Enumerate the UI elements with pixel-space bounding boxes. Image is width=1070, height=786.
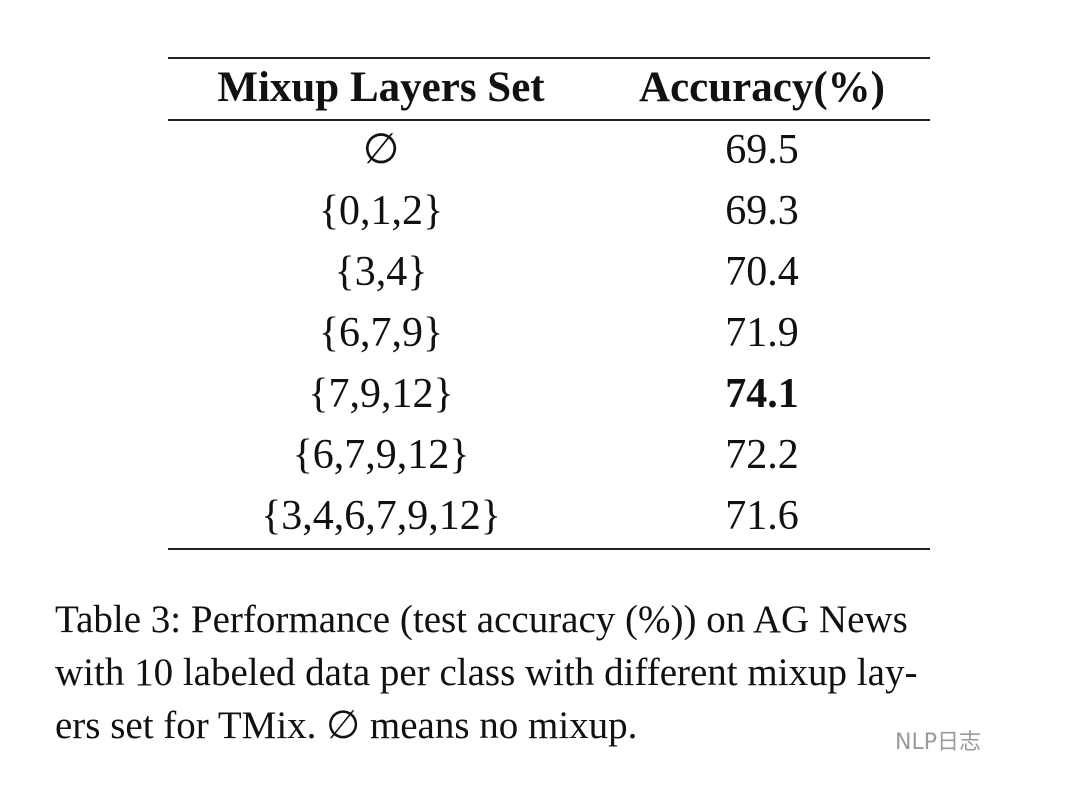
top-rule [168, 57, 930, 59]
accuracy-cell: 69.5 [725, 127, 799, 173]
accuracy-cell: 71.6 [725, 493, 799, 539]
caption-line: ers set for TMix. ∅ means no mixup. [55, 704, 638, 747]
watermark: NLP日志 [895, 730, 981, 755]
set-cell: {6,7,9} [318, 310, 444, 356]
header-cell: Mixup Layers Set [217, 64, 545, 111]
mid-rule [168, 119, 930, 121]
set-cell: {6,7,9,12} [292, 432, 470, 478]
accuracy-cell: 74.1 [725, 371, 799, 417]
set-cell: ∅ [362, 127, 400, 173]
caption-line: Table 3: Performance (test accuracy (%))… [55, 598, 908, 641]
set-cell: {3,4} [334, 249, 428, 295]
set-cell: {0,1,2} [318, 188, 444, 234]
accuracy-cell: 72.2 [725, 432, 799, 478]
set-cell: {7,9,12} [308, 371, 454, 417]
accuracy-cell: 70.4 [725, 249, 799, 295]
bottom-rule [168, 548, 930, 550]
header-cell: Accuracy(%) [639, 64, 885, 111]
accuracy-cell: 69.3 [725, 188, 799, 234]
caption-line: with 10 labeled data per class with diff… [55, 651, 918, 694]
accuracy-cell: 71.9 [725, 310, 799, 356]
set-cell: {3,4,6,7,9,12} [261, 493, 501, 539]
